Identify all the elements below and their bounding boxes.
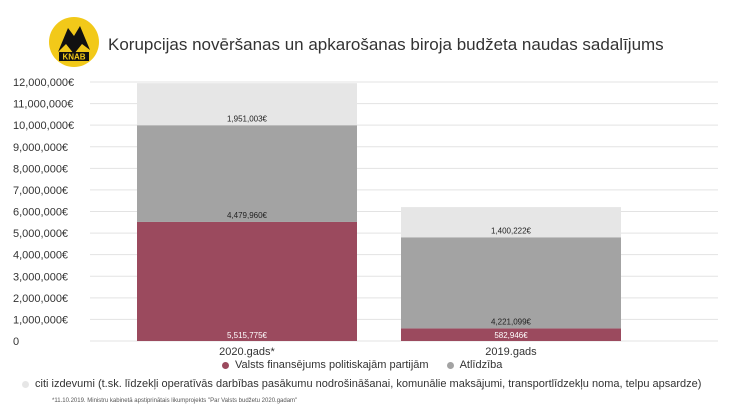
bar-segment (137, 125, 357, 222)
logo-text: KNAB (62, 53, 85, 62)
bar-segment (401, 328, 621, 341)
y-tick-label: 6,000,000€ (13, 207, 68, 219)
bar-segment (401, 237, 621, 329)
legend-row-1: Valsts finansējums politiskajām partijām… (222, 359, 502, 371)
y-tick-label: 1,000,000€ (13, 314, 68, 326)
legend-dot-salary (446, 361, 454, 369)
legend-dot-party (222, 361, 229, 369)
data-label: 582,946€ (494, 331, 528, 340)
data-label: 4,221,099€ (491, 317, 532, 326)
bar-segment (137, 221, 357, 341)
y-tick-label: 5,000,000€ (13, 228, 68, 240)
data-label: 4,479,960€ (227, 211, 268, 220)
legend-item-salary: Atlīdzība (446, 359, 503, 371)
y-tick-label: 2,000,000€ (13, 293, 68, 305)
chart-title: Korupcijas novēršanas un apkarošanas bir… (108, 35, 664, 54)
y-tick-label: 11,000,000€ (13, 99, 73, 111)
x-tick-label: 2019.gads (485, 346, 537, 358)
footnote: *11.10.2019. Ministru kabinetā apstiprin… (52, 398, 298, 404)
legend-row-2: citi izdevumi (t.sk. līdzekļi operatīvās… (22, 378, 701, 390)
y-tick-label: 8,000,000€ (13, 163, 68, 175)
y-tick-label: 3,000,000€ (13, 271, 68, 283)
legend-item-party: Valsts finansējums politiskajām partijām (222, 359, 429, 371)
knab-logo: KNAB (49, 17, 99, 67)
y-tick-label: 0 (13, 336, 19, 348)
bar-segment (137, 83, 357, 126)
y-tick-label: 12,000,000€ (13, 77, 74, 89)
legend-dot-other (22, 380, 29, 388)
y-tick-label: 9,000,000€ (13, 142, 68, 154)
legend-label-salary: Atlīdzība (459, 359, 503, 371)
data-label: 1,951,003€ (227, 114, 268, 123)
y-tick-label: 7,000,000€ (13, 185, 68, 197)
legend-item-other: citi izdevumi (t.sk. līdzekļi operatīvās… (22, 378, 701, 390)
stacked-bar-chart: 0 1,000,000€ 2,000,000€ 3,000,000€ 4,000,000… (13, 77, 718, 358)
data-label: 1,400,222€ (491, 226, 532, 235)
data-label: 5,515,775€ (227, 331, 268, 340)
y-tick-label: 10,000,000€ (13, 120, 74, 132)
x-tick-label: 2020.gads* (219, 346, 275, 358)
y-tick-label: 4,000,000€ (13, 250, 68, 262)
bar-segment (401, 207, 621, 238)
legend-label-other: citi izdevumi (t.sk. līdzekļi operatīvās… (35, 378, 702, 390)
legend-label-party: Valsts finansējums politiskajām partijām (235, 359, 429, 371)
